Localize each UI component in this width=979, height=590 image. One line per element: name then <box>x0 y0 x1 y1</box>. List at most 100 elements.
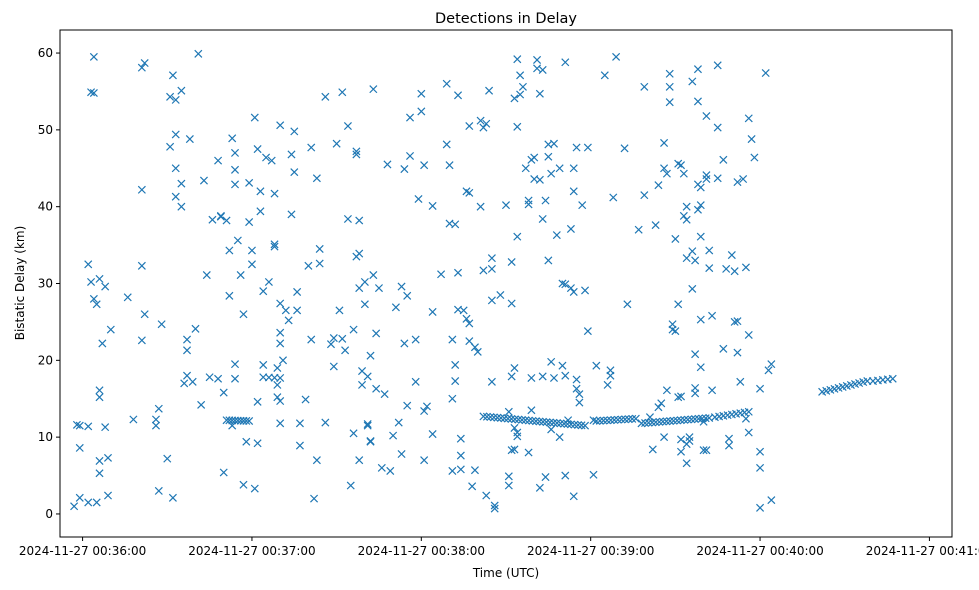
data-point <box>338 88 347 97</box>
track-3-point <box>545 418 555 427</box>
data-point <box>696 363 705 372</box>
data-point <box>660 138 669 147</box>
data-point <box>349 325 358 334</box>
data-point <box>513 232 522 241</box>
data-point <box>702 112 711 121</box>
data-point <box>524 200 533 209</box>
data-point <box>89 294 98 303</box>
data-point <box>95 386 104 395</box>
data-point <box>301 395 310 404</box>
track-3-point <box>524 416 533 425</box>
data-point <box>501 201 511 210</box>
data-point <box>448 466 457 475</box>
data-point <box>214 156 223 165</box>
data-point <box>456 434 465 443</box>
data-point <box>177 86 186 95</box>
track-3-point <box>521 416 530 425</box>
data-point <box>168 493 177 502</box>
data-point <box>510 445 519 454</box>
data-point <box>442 140 451 149</box>
track-3-point <box>479 412 488 421</box>
data-point <box>744 330 753 339</box>
data-point <box>724 434 734 443</box>
data-point <box>307 143 316 152</box>
data-point <box>682 202 691 211</box>
data-point <box>764 366 773 375</box>
data-point <box>360 277 369 286</box>
data-point <box>166 92 175 101</box>
data-point <box>603 380 612 389</box>
data-point <box>682 459 691 468</box>
data-point <box>222 216 231 225</box>
data-point <box>456 465 465 474</box>
data-point <box>654 181 663 190</box>
data-point <box>403 401 412 410</box>
track-3-point <box>566 420 576 429</box>
data-point <box>549 139 559 148</box>
data-point <box>273 393 282 402</box>
track-5-point <box>662 417 671 426</box>
data-point <box>741 263 750 272</box>
data-point <box>349 429 358 438</box>
data-point <box>406 113 415 122</box>
track-5-point <box>680 415 689 424</box>
data-point <box>696 183 705 192</box>
data-point <box>205 373 214 382</box>
data-point <box>293 306 302 315</box>
x-tick-label: 2024-11-27 00:39:00 <box>527 544 654 558</box>
data-point <box>470 466 479 475</box>
data-point <box>70 502 79 511</box>
data-point <box>341 346 350 355</box>
data-point <box>151 415 160 424</box>
data-point <box>103 491 113 500</box>
data-point <box>688 284 697 293</box>
data-point <box>518 82 527 91</box>
data-point <box>662 169 671 178</box>
data-point <box>256 207 265 216</box>
data-point <box>406 151 415 161</box>
data-point <box>326 340 336 349</box>
track-5-point <box>673 416 682 425</box>
data-point <box>355 456 364 465</box>
data-point <box>507 446 516 455</box>
data-point <box>679 169 688 178</box>
data-point <box>284 316 293 325</box>
data-point <box>84 260 93 269</box>
data-point <box>682 254 691 263</box>
data-point <box>247 246 256 255</box>
data-point <box>691 389 700 398</box>
data-point <box>756 447 765 456</box>
data-point <box>547 425 556 434</box>
data-point <box>569 164 578 173</box>
data-point <box>380 390 389 399</box>
data-point <box>476 116 485 125</box>
data-point <box>708 386 717 395</box>
data-point <box>253 397 262 406</box>
data-point <box>456 451 465 460</box>
data-point <box>214 374 223 383</box>
data-point <box>183 346 192 355</box>
data-point <box>733 178 742 187</box>
data-point <box>507 257 516 267</box>
data-point <box>191 324 200 333</box>
data-point <box>685 433 694 442</box>
data-point <box>657 399 666 408</box>
data-point <box>290 168 299 177</box>
data-point <box>482 491 491 500</box>
track-4-point <box>610 415 619 424</box>
data-point <box>106 325 115 334</box>
data-point <box>95 469 104 478</box>
data-point <box>671 234 680 243</box>
data-point <box>566 284 575 293</box>
data-point <box>727 251 736 260</box>
data-point <box>733 317 742 326</box>
data-point <box>569 492 578 501</box>
data-point <box>84 422 93 431</box>
data-point <box>137 63 146 72</box>
data-point <box>676 447 686 456</box>
data-point <box>228 134 237 143</box>
data-point <box>702 446 711 455</box>
data-point <box>420 406 429 416</box>
data-point <box>225 291 234 300</box>
